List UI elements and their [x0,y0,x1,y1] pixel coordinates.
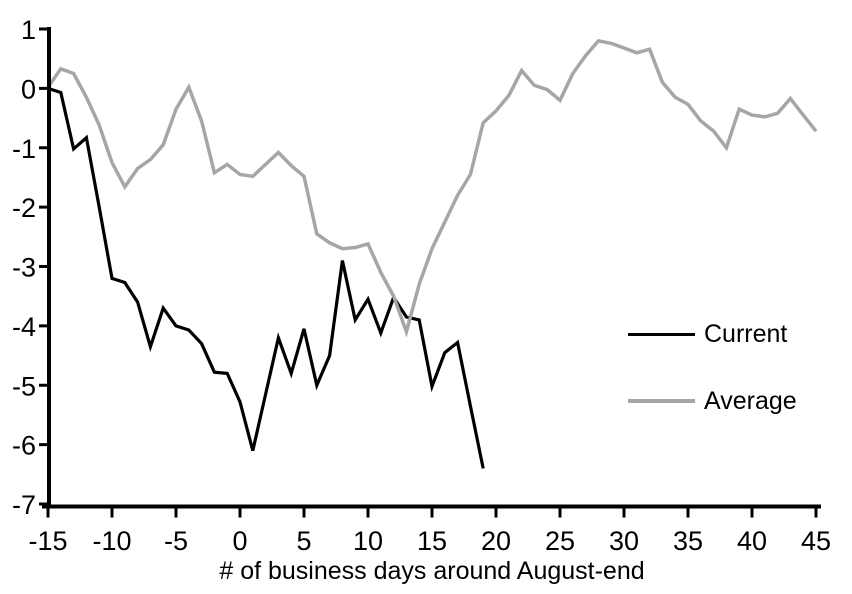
legend-label-current: Current [704,320,788,348]
y-tick-label: -7 [12,490,36,520]
y-tick-label: -2 [12,193,36,223]
x-tick-label: -5 [164,526,188,556]
current-line-swatch [628,332,695,336]
y-tick-label: -4 [12,312,36,342]
x-tick-label: 15 [417,526,447,556]
x-tick-label: 30 [609,526,639,556]
legend-item-current: Current [628,321,787,347]
x-axis-title: # of business days around August-end [219,557,645,585]
y-tick-label: 0 [21,74,36,104]
average-line-swatch [628,399,695,403]
y-tick-label: -6 [12,431,36,461]
legend-item-average: Average [628,388,797,414]
x-tick-label: 10 [353,526,383,556]
series-line-average [46,38,818,338]
y-tick-label: -1 [12,134,36,164]
x-tick-label: 40 [737,526,767,556]
series-line-current [47,86,485,469]
x-tick-label: -15 [28,526,67,556]
x-tick-label: 20 [481,526,511,556]
y-tick-label: -5 [12,371,36,401]
x-tick-label: 45 [801,526,831,556]
y-tick-label: 1 [21,15,36,45]
x-tick-label: 25 [545,526,575,556]
x-tick-label: 0 [232,526,247,556]
legend-label-average: Average [704,387,797,415]
x-tick-label: 35 [673,526,703,556]
y-tick-label: -3 [12,253,36,283]
x-tick-label: -10 [92,526,131,556]
x-tick-label: 5 [296,526,311,556]
